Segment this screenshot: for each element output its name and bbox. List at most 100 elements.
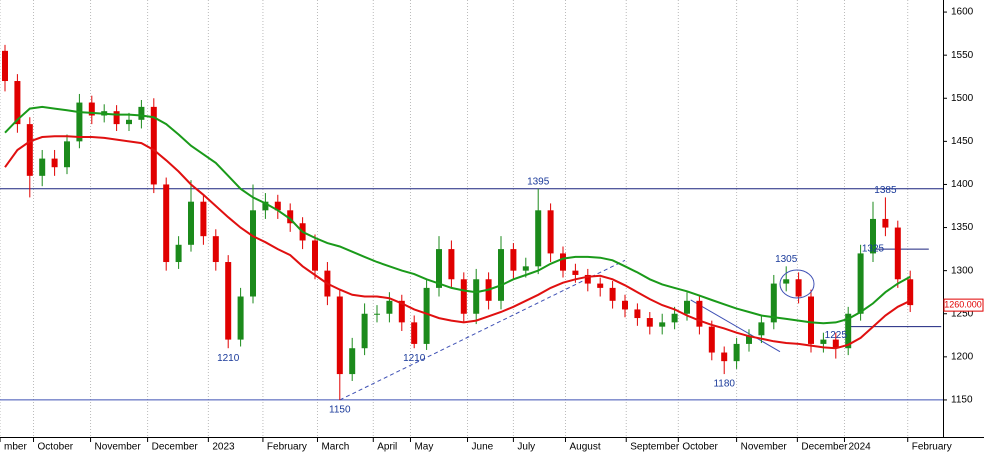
candle-body (361, 313, 368, 349)
candle-body (398, 300, 405, 323)
candle-body (671, 313, 678, 323)
candle-body (138, 106, 145, 120)
last-price-box (943, 298, 984, 312)
candle-body (150, 106, 157, 185)
x-tick-label: October (682, 442, 718, 453)
candle-body (14, 81, 21, 125)
candle-body (349, 348, 356, 375)
candle-body (721, 352, 728, 362)
candle-body (212, 236, 219, 263)
annotation: 1210 (217, 353, 240, 364)
annotation: 1385 (874, 185, 897, 196)
y-tick-label: 1300 (951, 265, 974, 276)
annotation: 1180 (713, 379, 735, 390)
candle-body (845, 313, 852, 349)
candle-body (832, 339, 839, 349)
x-tick-label: November (95, 442, 142, 453)
candle-body (597, 283, 604, 288)
candle-body (560, 253, 566, 271)
y-tick-label: 1600 (951, 7, 974, 18)
candle-body (336, 296, 343, 375)
x-tick-label: 2023 (212, 442, 235, 453)
plot: 1210 1150 1210 1395 1180 1305 1225 1325 1385 (0, 44, 943, 416)
x-tick-label: December (801, 442, 848, 453)
candle-body (659, 322, 666, 327)
annotation: 1225 (825, 330, 848, 341)
x-tick-label: April (377, 442, 397, 453)
candle-body (262, 201, 269, 211)
candle-body (684, 300, 690, 314)
candle-body (882, 218, 889, 228)
candle-body (225, 262, 232, 340)
candle-body (696, 300, 703, 327)
x-tick-label: May (414, 442, 433, 453)
candle-body (287, 210, 294, 224)
candle-body (894, 227, 901, 280)
candle-body (609, 287, 616, 301)
x-tick-label: July (517, 442, 535, 453)
x-tick-label: February (912, 442, 952, 453)
candle-body (820, 339, 827, 344)
candle-body (374, 313, 380, 315)
grid (0, 0, 909, 437)
candle-body (622, 300, 628, 310)
x-tick-label: 2024 (848, 442, 871, 453)
candle-body (510, 249, 517, 271)
y-tick-label: 1350 (951, 222, 974, 233)
moving-average (4, 135, 911, 350)
x-tick-label: December (152, 442, 199, 453)
candle-body (51, 158, 58, 168)
candle-body (175, 244, 182, 263)
y-tick-label: 1450 (951, 136, 974, 147)
candle-body (436, 249, 442, 288)
candle-body (584, 274, 591, 284)
candle-body (163, 184, 170, 263)
candle-body (808, 296, 814, 344)
annotation: 1395 (527, 176, 550, 187)
candle-body (411, 322, 418, 344)
candle-body (200, 201, 207, 237)
candle-body (522, 266, 529, 271)
candle-body (76, 102, 83, 142)
candle-body (646, 318, 653, 327)
annotation: 1210 (403, 353, 426, 364)
candle-body (312, 240, 318, 271)
candle-body (572, 270, 579, 275)
candle-body (188, 201, 194, 245)
candle-body (113, 111, 120, 125)
x-tick-label: mber (4, 442, 27, 453)
candle-body (473, 279, 480, 314)
candle-body (386, 300, 393, 314)
axis-labels: 1150 1200 1250 1300 1350 1400 1450 1500 1550 1600… (0, 7, 984, 453)
x-tick-label: March (321, 442, 349, 453)
candle-body (770, 283, 777, 323)
x-tick-label: November (741, 442, 788, 453)
candle-body (870, 218, 876, 254)
y-tick-label: 1550 (951, 50, 974, 61)
candle-body (746, 335, 752, 344)
candle-body (64, 141, 70, 168)
x-tick-label: September (630, 442, 680, 453)
trend-line (339, 259, 626, 401)
candle-body (547, 210, 554, 254)
y-tick-label: 1200 (951, 351, 974, 362)
annotation: 1325 (862, 244, 885, 255)
candle-body (126, 119, 132, 125)
candle-body (39, 158, 46, 176)
last-price-label: 1260.000 (944, 299, 982, 309)
y-tick-label: 1500 (951, 93, 974, 104)
candle-body (423, 287, 430, 344)
candle-body (26, 124, 33, 176)
candle-body (783, 279, 790, 284)
candle-body (795, 279, 802, 297)
candle-body (498, 249, 504, 301)
candle-body (634, 309, 641, 319)
x-tick-label: June (472, 442, 494, 453)
candle-body (250, 210, 256, 297)
trend-line (690, 299, 781, 353)
annotation: 1150 (329, 405, 351, 416)
candle-body (448, 249, 455, 280)
candle-body (733, 343, 740, 362)
